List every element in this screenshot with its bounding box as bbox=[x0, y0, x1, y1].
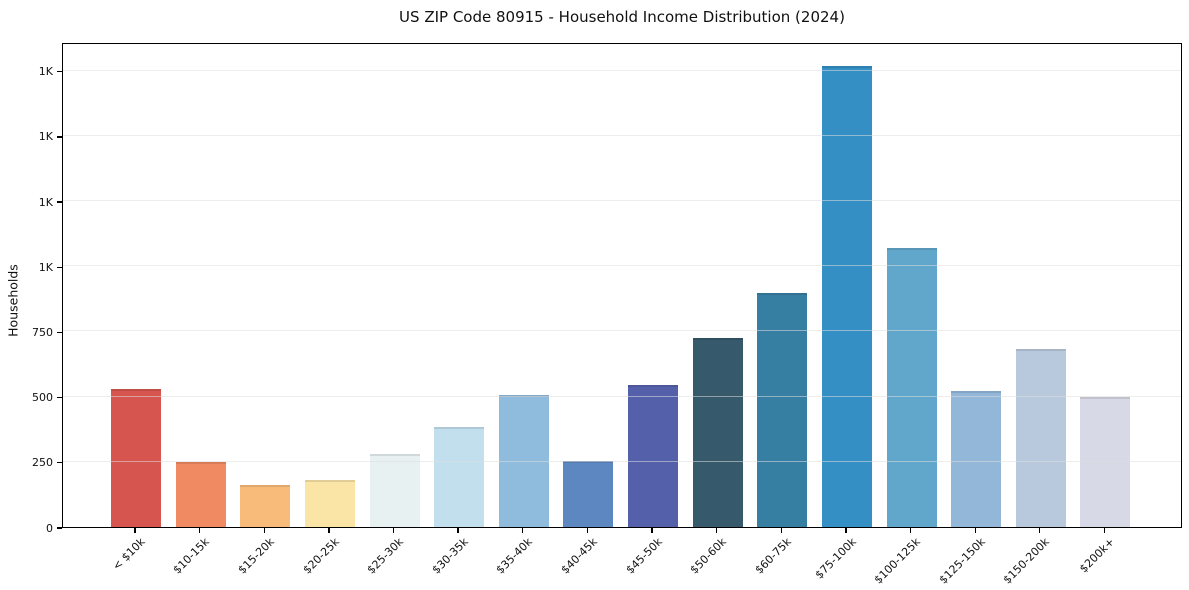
x-tick-mark bbox=[845, 528, 847, 533]
x-tick-label-15-20k: $15-20k bbox=[235, 535, 277, 577]
bar-25-30k bbox=[369, 454, 420, 527]
plot-area bbox=[62, 43, 1182, 528]
x-tick-label-45-50k: $45-50k bbox=[623, 535, 665, 577]
bar-75-100k bbox=[821, 66, 872, 527]
x-tick-label-25-30k: $25-30k bbox=[364, 535, 407, 577]
x-tick-label-10-15k: $10-15k bbox=[170, 535, 213, 577]
bar-50-60k bbox=[692, 338, 743, 527]
x-tick-label-75-100k: $75-100k bbox=[812, 535, 859, 582]
y-tick-mark bbox=[57, 331, 62, 334]
x-tick-label-40-45k: $40-45k bbox=[558, 535, 600, 577]
bar-60-75k bbox=[757, 292, 808, 527]
bar-15-20k bbox=[240, 485, 291, 527]
y-tick-label: 250 bbox=[32, 456, 53, 470]
y-tick-label: 1K bbox=[38, 130, 53, 144]
x-tick-label-10k: < $10k bbox=[109, 535, 148, 573]
y-tick-mark bbox=[57, 71, 62, 73]
x-tick-mark bbox=[522, 528, 524, 533]
y-tick-mark bbox=[57, 396, 62, 399]
x-tick-mark bbox=[263, 528, 265, 533]
x-tick-label-125-150k: $125-150k bbox=[936, 535, 988, 587]
bar-10k bbox=[111, 388, 161, 527]
x-tick-mark bbox=[328, 528, 330, 533]
x-tick-mark bbox=[974, 528, 976, 533]
x-tick-mark bbox=[909, 528, 912, 533]
y-tick-mark bbox=[57, 201, 62, 203]
y-tick-label: 750 bbox=[32, 325, 53, 339]
bar-30-35k bbox=[434, 426, 485, 527]
bar-10-15k bbox=[175, 462, 226, 527]
y-tick-label: 1K bbox=[38, 260, 53, 274]
x-tick-label-20-25k: $20-25k bbox=[300, 535, 342, 577]
bar-45-50k bbox=[628, 384, 679, 527]
x-tick-label-100-125k: $100-125k bbox=[871, 535, 924, 587]
bar-40-45k bbox=[563, 461, 614, 527]
y-tick-mark bbox=[57, 462, 62, 464]
x-tick-mark bbox=[586, 528, 589, 533]
x-tick-label-200k: $200k+ bbox=[1076, 535, 1117, 576]
x-tick-label-150-200k: $150-200k bbox=[1001, 535, 1053, 587]
y-tick-label: 1K bbox=[38, 65, 53, 79]
bar-35-40k bbox=[498, 394, 549, 527]
bar-150-200k bbox=[1015, 349, 1066, 527]
bar-100-125k bbox=[886, 248, 937, 527]
y-tick-label: 0 bbox=[46, 521, 53, 535]
x-tick-label-50-60k: $50-60k bbox=[687, 535, 730, 577]
x-tick-label-35-40k: $35-40k bbox=[494, 535, 536, 577]
y-tick-label: 500 bbox=[32, 391, 53, 405]
bar-200k bbox=[1080, 396, 1131, 527]
y-tick-mark bbox=[57, 136, 62, 138]
y-tick-mark bbox=[57, 527, 62, 529]
x-tick-label-30-35k: $30-35k bbox=[429, 535, 471, 577]
x-tick-mark bbox=[1103, 528, 1106, 533]
x-tick-mark bbox=[457, 528, 459, 533]
bars-layer bbox=[63, 44, 1181, 527]
x-tick-mark bbox=[716, 528, 718, 533]
bar-125-150k bbox=[951, 391, 1002, 527]
x-tick-mark bbox=[780, 528, 782, 533]
x-tick-mark bbox=[651, 528, 653, 533]
x-tick-mark bbox=[134, 528, 136, 533]
x-tick-label-60-75k: $60-75k bbox=[752, 535, 794, 577]
bar-20-25k bbox=[304, 480, 355, 527]
x-tick-mark bbox=[392, 528, 395, 533]
x-tick-mark bbox=[1039, 528, 1041, 533]
y-tick-label: 1K bbox=[38, 195, 53, 209]
x-tick-mark bbox=[198, 528, 201, 533]
y-tick-mark bbox=[57, 266, 62, 268]
chart-title: US ZIP Code 80915 - Household Income Dis… bbox=[399, 8, 845, 26]
